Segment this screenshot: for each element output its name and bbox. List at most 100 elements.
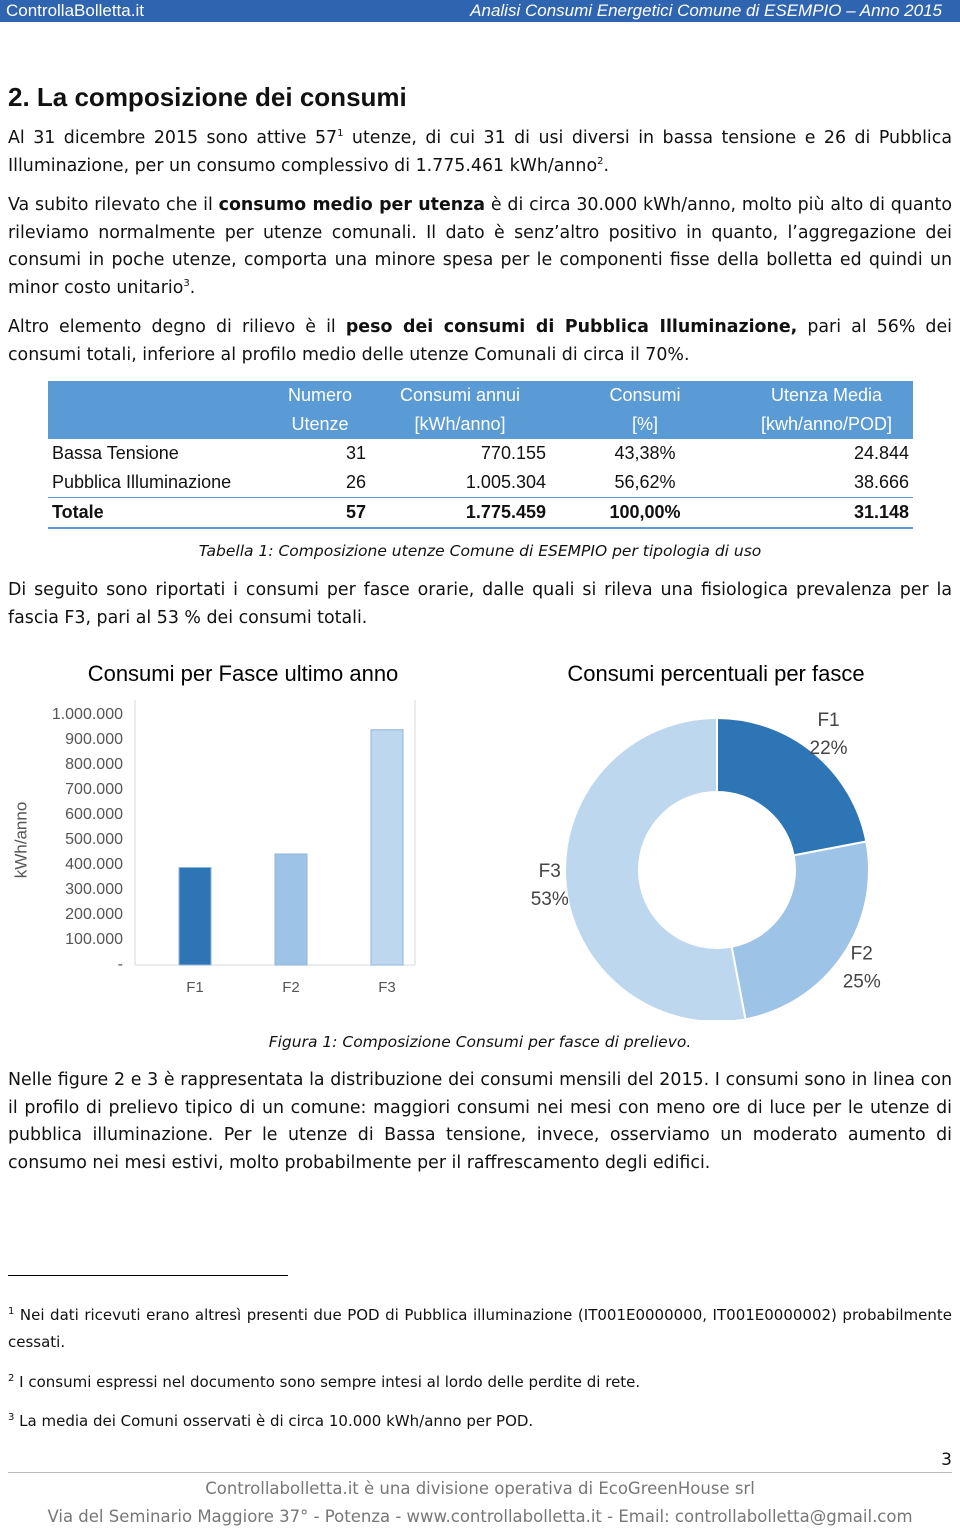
footnote-ref: 1 (337, 128, 344, 140)
footnote: 3 La media dei Comuni osservati è di cir… (8, 1404, 952, 1435)
y-tick-label: - (118, 956, 123, 973)
header-cell: Utenza Media [kwh/anno/POD] (740, 381, 913, 439)
y-axis-label: kWh/anno (11, 802, 30, 879)
y-tick-label: 400.000 (65, 856, 123, 873)
table-row: Bassa Tensione 31 770.155 43,38% 24.844 (48, 439, 913, 468)
table-header-row: Numero Utenze Consumi annui [kWh/anno] Consu… (48, 381, 913, 439)
footnote-text: La media dei Comuni osservati è di circa… (19, 1412, 534, 1430)
y-tick-label: 200.000 (65, 906, 123, 923)
text-run: Altro elemento degno di rilievo è il (8, 317, 346, 337)
table-cell: 38.666 (853, 472, 909, 492)
slice-label: F2 (851, 943, 873, 964)
header-line: [kWh/anno] (414, 414, 506, 434)
footnote: 2 I consumi espressi nel documento sono … (8, 1365, 952, 1396)
paragraph: Al 31 dicembre 2015 sono attive 571 uten… (8, 125, 952, 180)
footer-line: Controllabolletta.it è una divisione ope… (205, 1479, 755, 1498)
slice-value: 53% (531, 889, 569, 910)
header-title: Analisi Consumi Energetici Comune di ESE… (470, 1, 942, 20)
table-cell: Pubblica Illuminazione (52, 472, 232, 492)
table-cell: 31.148 (740, 497, 913, 529)
footer-rule (8, 1472, 952, 1473)
slice-label: F1 (817, 710, 839, 731)
y-tick-label: 100.000 (65, 931, 123, 948)
text-run: Di seguito sono riportati i consumi per … (8, 580, 952, 628)
table-cell: Bassa Tensione (52, 443, 179, 463)
paragraph: Di seguito sono riportati i consumi per … (8, 577, 952, 632)
donut-slice (730, 840, 870, 1020)
text-run: . (189, 277, 196, 298)
header-line: Numero (287, 385, 353, 405)
footnote-ref: 3 (183, 277, 190, 289)
y-tick-label: 700.000 (65, 781, 123, 798)
charts: Consumi per Fasce ultimo anno kWh/anno - 10… (11, 661, 881, 1020)
table-cell: 1.775.459 (370, 497, 550, 529)
text-run: peso dei consumi di Pubblica Illuminazio… (345, 317, 798, 337)
text-run: è di circa 30.000 kWh/anno, molto più al… (8, 195, 953, 298)
header-cell: Consumi annui [kWh/anno] (370, 381, 550, 439)
table-cell: 770.155 (480, 443, 546, 463)
header-site: ControllaBolletta.it (6, 1, 144, 20)
paragraph: Va subito rilevato che il consumo medio … (8, 192, 952, 302)
footnote-text: Nei dati ricevuti erano altresì presenti… (8, 1306, 952, 1351)
bar (370, 729, 404, 966)
header-line: Utenza Media (770, 385, 883, 405)
table-cell: Totale (48, 497, 270, 529)
footnote-number: 1 (8, 1306, 15, 1317)
footnote-ref: 2 (597, 155, 604, 167)
y-tick-label: 900.000 (65, 731, 123, 748)
footnote-text: I consumi espressi nel documento sono se… (19, 1373, 641, 1391)
text-run: Al 31 dicembre 2015 sono attive 57 (8, 128, 338, 148)
y-tick-label: 800.000 (65, 756, 123, 773)
header-cell: Consumi [%] (550, 381, 740, 439)
y-tick-label: 600.000 (65, 806, 123, 823)
slice-value: 22% (810, 738, 848, 759)
header-cell: Numero Utenze (270, 381, 370, 439)
chart-title: Consumi per Fasce ultimo anno (88, 661, 399, 686)
text-run: . (603, 155, 609, 176)
section-heading: 2. La composizione dei consumi (8, 82, 407, 112)
page-number: 3 (941, 1450, 952, 1470)
figure-caption: Figura 1: Composizione Consumi per fasce… (268, 1033, 692, 1051)
header-line: [%] (631, 414, 658, 434)
table-caption: Tabella 1: Composizione utenze Comune di… (198, 542, 762, 560)
footnote-number: 2 (8, 1373, 15, 1384)
table-cell: 100,00% (550, 497, 740, 529)
footnote-rule (8, 1275, 288, 1276)
bar (274, 853, 308, 966)
paragraph: Altro elemento degno di rilievo è il pes… (8, 314, 952, 369)
footnote-number: 3 (8, 1412, 15, 1423)
y-tick-label: 500.000 (65, 831, 123, 848)
text-run: consumo medio per utenza (218, 195, 486, 215)
footnote: 1 Nei dati ricevuti erano altresì presen… (8, 1298, 952, 1356)
header-line: [kwh/anno/POD] (760, 414, 893, 434)
table-cell: 56,62% (614, 472, 676, 492)
slice-label: F3 (539, 861, 561, 882)
table-cell: 43,38% (614, 443, 676, 463)
page-header: ControllaBolletta.it Analisi Consumi Ene… (0, 0, 960, 22)
data-table: Numero Utenze Consumi annui [kWh/anno] Consu… (48, 381, 913, 529)
header-line: Utenze (291, 414, 349, 434)
table-cell: 31 (345, 443, 366, 463)
bar (178, 867, 212, 966)
text-run: Va subito rilevato che il (8, 195, 219, 215)
header-line: Consumi (609, 385, 681, 405)
x-tick-label: F1 (186, 979, 204, 996)
table-row: Pubblica Illuminazione 26 1.005.304 56,62% 3… (48, 468, 913, 498)
table-cell: 26 (345, 472, 366, 492)
header-line: Consumi annui (399, 385, 521, 405)
header-cell (48, 381, 270, 439)
y-tick-label: 300.000 (65, 881, 123, 898)
text-run: Nelle figure 2 e 3 è rappresentata la di… (8, 1070, 952, 1173)
donut-slice (564, 716, 747, 1020)
table-cell: 57 (270, 497, 370, 529)
text-run: utenze, di cui 31 di usi diversi in bass… (8, 128, 952, 176)
table-cell: 1.005.304 (465, 472, 546, 492)
donut-slice (716, 716, 868, 857)
table-cell: 24.844 (853, 443, 909, 463)
x-tick-label: F2 (282, 979, 300, 996)
chart-title: Consumi percentuali per fasce (567, 661, 864, 686)
y-tick-label: 1.000.000 (52, 706, 123, 723)
text-run: pari al 56% dei consumi totali, inferior… (8, 317, 953, 365)
slice-value: 25% (843, 971, 881, 992)
